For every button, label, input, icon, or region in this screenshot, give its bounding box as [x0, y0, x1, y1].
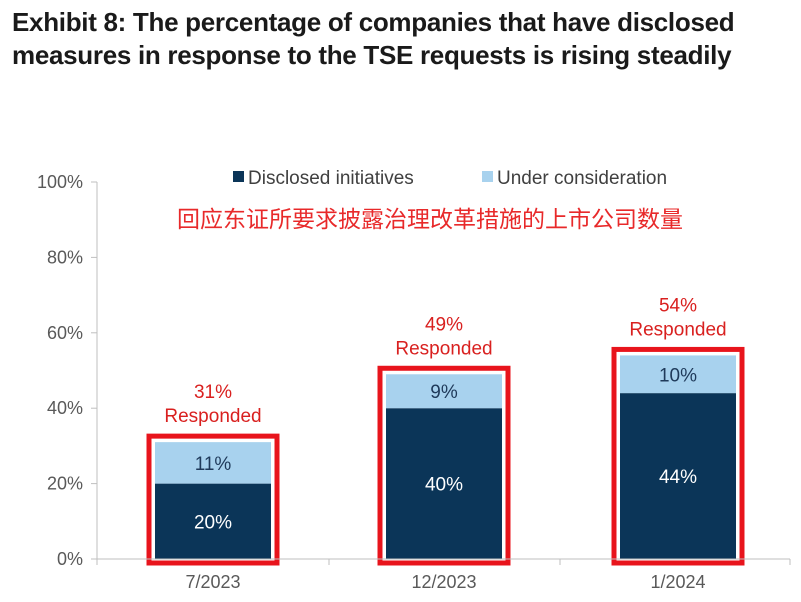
legend-swatch-under-consideration — [482, 171, 493, 182]
y-tick-label: 100% — [37, 172, 83, 192]
legend-swatch-disclosed — [233, 171, 244, 182]
y-tick-label: 60% — [47, 323, 83, 343]
bar-segment-disclosed — [620, 393, 736, 559]
responded-label: Responded — [629, 319, 726, 340]
y-tick-label: 40% — [47, 398, 83, 418]
responded-label: Responded — [164, 406, 261, 427]
chart-title-line1: Exhibit 8: The percentage of companies t… — [12, 7, 735, 37]
y-tick-label: 0% — [57, 549, 83, 569]
bar-label-disclosed: 20% — [194, 512, 232, 533]
highlight-box — [146, 433, 280, 566]
x-axis: 7/2023 12/2023 1/2024 — [96, 558, 791, 592]
legend-label-under-consideration: Under consideration — [497, 168, 667, 189]
bar-label-under-consideration: 11% — [195, 454, 232, 475]
bar-segment-under-consideration — [155, 442, 271, 484]
x-tick-label: 1/2024 — [650, 572, 705, 592]
bar-segment-disclosed — [155, 483, 271, 559]
chart-title-line2: measures in response to the TSE requests… — [12, 40, 732, 70]
y-axis: 0% 20% 40% 60% 80% 100% — [37, 172, 98, 569]
bar-label-disclosed: 40% — [425, 475, 463, 496]
bar-segment-disclosed — [386, 408, 502, 559]
bar-segment-under-consideration — [620, 355, 736, 394]
responded-percent: 31% — [194, 382, 232, 403]
bar-segment-under-consideration — [386, 374, 502, 409]
plot-area: 20% 11% 31% Responded 40% 9% 49% Responded 44% 10… — [146, 295, 745, 566]
highlight-box — [611, 346, 745, 566]
x-tick-label: 12/2023 — [411, 572, 476, 592]
chart-title: Exhibit 8: The percentage of companies t… — [12, 6, 792, 72]
highlight-box — [377, 365, 511, 566]
responded-label: Responded — [395, 338, 492, 359]
bar-label-disclosed: 44% — [659, 467, 697, 488]
legend-label-disclosed: Disclosed initiatives — [248, 168, 414, 189]
legend: Disclosed initiatives Under consideratio… — [233, 168, 667, 189]
responded-percent: 49% — [425, 314, 463, 335]
y-tick-label: 20% — [47, 474, 83, 494]
chinese-annotation: 回应东证所要求披露治理改革措施的上市公司数量 — [177, 207, 683, 233]
x-tick-label: 7/2023 — [185, 572, 240, 592]
bar-label-under-consideration: 9% — [430, 382, 458, 403]
responded-percent: 54% — [659, 295, 697, 316]
bar-label-under-consideration: 10% — [659, 365, 697, 386]
y-tick-label: 80% — [47, 247, 83, 267]
